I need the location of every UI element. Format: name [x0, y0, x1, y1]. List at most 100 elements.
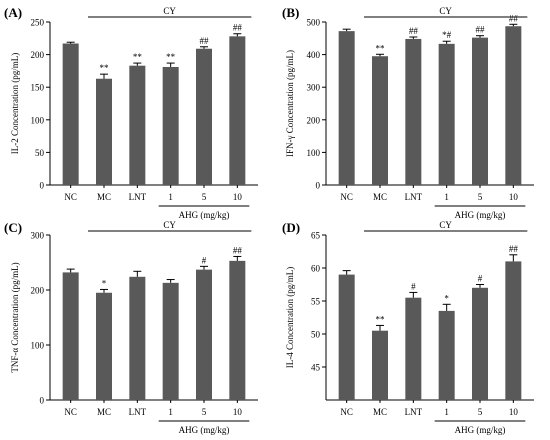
x-tick-label: 10: [233, 407, 243, 417]
y-tick-label: 200: [307, 115, 321, 125]
y-tick-label: 100: [31, 341, 45, 351]
y-tick-label: 0: [40, 396, 45, 406]
y-tick-label: 300: [31, 231, 45, 241]
group-label: AHG (mg/kg): [179, 425, 230, 435]
significance-label: ##: [233, 245, 243, 255]
x-tick-label: 10: [233, 192, 243, 202]
bar: [162, 282, 179, 400]
significance-label: *: [102, 278, 107, 288]
bar: [229, 36, 246, 186]
x-tick-label: 5: [202, 192, 207, 202]
significance-label: ##: [476, 25, 486, 35]
y-tick-label: 65: [311, 231, 321, 241]
bar: [372, 56, 388, 186]
bar: [62, 272, 79, 400]
x-tick-label: NC: [64, 407, 77, 417]
bar: [472, 287, 488, 400]
significance-label: ##: [509, 244, 519, 254]
y-tick-label: 0: [40, 181, 45, 191]
y-tick-label: 300: [307, 83, 321, 93]
bar: [472, 37, 488, 186]
cy-label: CY: [439, 220, 452, 230]
chart-panel-1: (A) 0 50 100 150 200 250 IL-2 Concentration (pg…: [4, 5, 258, 220]
bar: [505, 26, 522, 185]
bar: [196, 269, 212, 400]
significance-label: ##: [233, 23, 243, 33]
x-tick-label: 5: [478, 407, 483, 417]
y-tick-label: 400: [307, 50, 321, 60]
x-tick-label: 5: [202, 407, 207, 417]
y-axis-label: IL-2 Concentration (pg/mL): [10, 53, 20, 154]
significance-label: **: [166, 52, 176, 62]
bar: [62, 43, 79, 186]
x-tick-label: LNT: [405, 192, 423, 202]
x-tick-label: 1: [444, 192, 449, 202]
significance-label: ##: [200, 36, 210, 46]
x-tick-label: 1: [168, 407, 173, 417]
y-tick-label: 50: [311, 330, 321, 340]
bar: [405, 38, 422, 186]
cy-label: CY: [163, 6, 176, 16]
y-axis-label: IFN-γ Concentration (pg/mL): [285, 50, 295, 157]
cy-label: CY: [163, 220, 176, 230]
x-tick-label: MC: [97, 407, 111, 417]
bar: [129, 65, 146, 185]
x-tick-label: 1: [168, 192, 173, 202]
chart-panel-2: (B) 0 100 200 300 400 500 IFN-γ Concentration (…: [282, 5, 534, 220]
panel-label: (C): [4, 220, 22, 235]
significance-label: *: [444, 293, 449, 303]
y-tick-label: 100: [307, 148, 321, 158]
panel-label: (D): [282, 220, 300, 235]
y-axis-label: TNF-α Concentration (pg/mL): [10, 262, 20, 372]
bar: [129, 276, 146, 400]
bar: [505, 261, 522, 400]
y-tick-label: 50: [35, 148, 45, 158]
significance-label: **: [376, 43, 386, 53]
bar: [229, 260, 246, 400]
x-tick-label: NC: [340, 192, 353, 202]
x-tick-label: LNT: [405, 407, 423, 417]
bar: [438, 310, 455, 400]
significance-label: ##: [409, 26, 419, 36]
bar: [96, 292, 112, 400]
y-tick-label: 45: [311, 363, 321, 373]
significance-label: **: [376, 314, 386, 324]
x-tick-label: NC: [64, 192, 77, 202]
bar: [405, 297, 422, 400]
significance-label: ##: [509, 13, 519, 23]
y-tick-label: 200: [31, 286, 45, 296]
x-tick-label: 10: [509, 407, 519, 417]
y-tick-label: 150: [31, 83, 45, 93]
significance-label: **: [133, 52, 143, 62]
significance-label: **: [100, 63, 110, 73]
bar: [162, 66, 179, 185]
x-tick-label: MC: [373, 192, 387, 202]
y-tick-label: 200: [31, 50, 45, 60]
panel-label: (A): [4, 5, 22, 20]
x-tick-label: MC: [97, 192, 111, 202]
group-label: AHG (mg/kg): [179, 210, 230, 220]
y-tick-label: 0: [316, 181, 321, 191]
x-tick-label: 5: [478, 192, 483, 202]
x-tick-label: LNT: [129, 407, 147, 417]
bar: [438, 43, 455, 186]
group-label: AHG (mg/kg): [455, 210, 506, 220]
significance-label: #: [478, 274, 483, 284]
bar: [338, 31, 355, 185]
bar: [338, 274, 355, 400]
significance-label: #: [411, 281, 416, 291]
y-axis-label: IL-4 Concentration (pg/mL): [285, 267, 295, 368]
y-tick-label: 100: [31, 115, 45, 125]
group-label: AHG (mg/kg): [455, 425, 506, 435]
panel-label: (B): [282, 5, 299, 20]
bar: [196, 48, 212, 186]
significance-label: #: [202, 255, 207, 265]
chart-panel-3: (C) 0 100 200 300 TNF-α Concentration (pg/mL)…: [4, 220, 258, 435]
x-tick-label: 10: [509, 192, 519, 202]
y-tick-label: 55: [311, 297, 321, 307]
bar: [96, 78, 112, 185]
y-tick-label: 250: [31, 18, 45, 28]
x-tick-label: LNT: [129, 192, 147, 202]
x-tick-label: MC: [373, 407, 387, 417]
